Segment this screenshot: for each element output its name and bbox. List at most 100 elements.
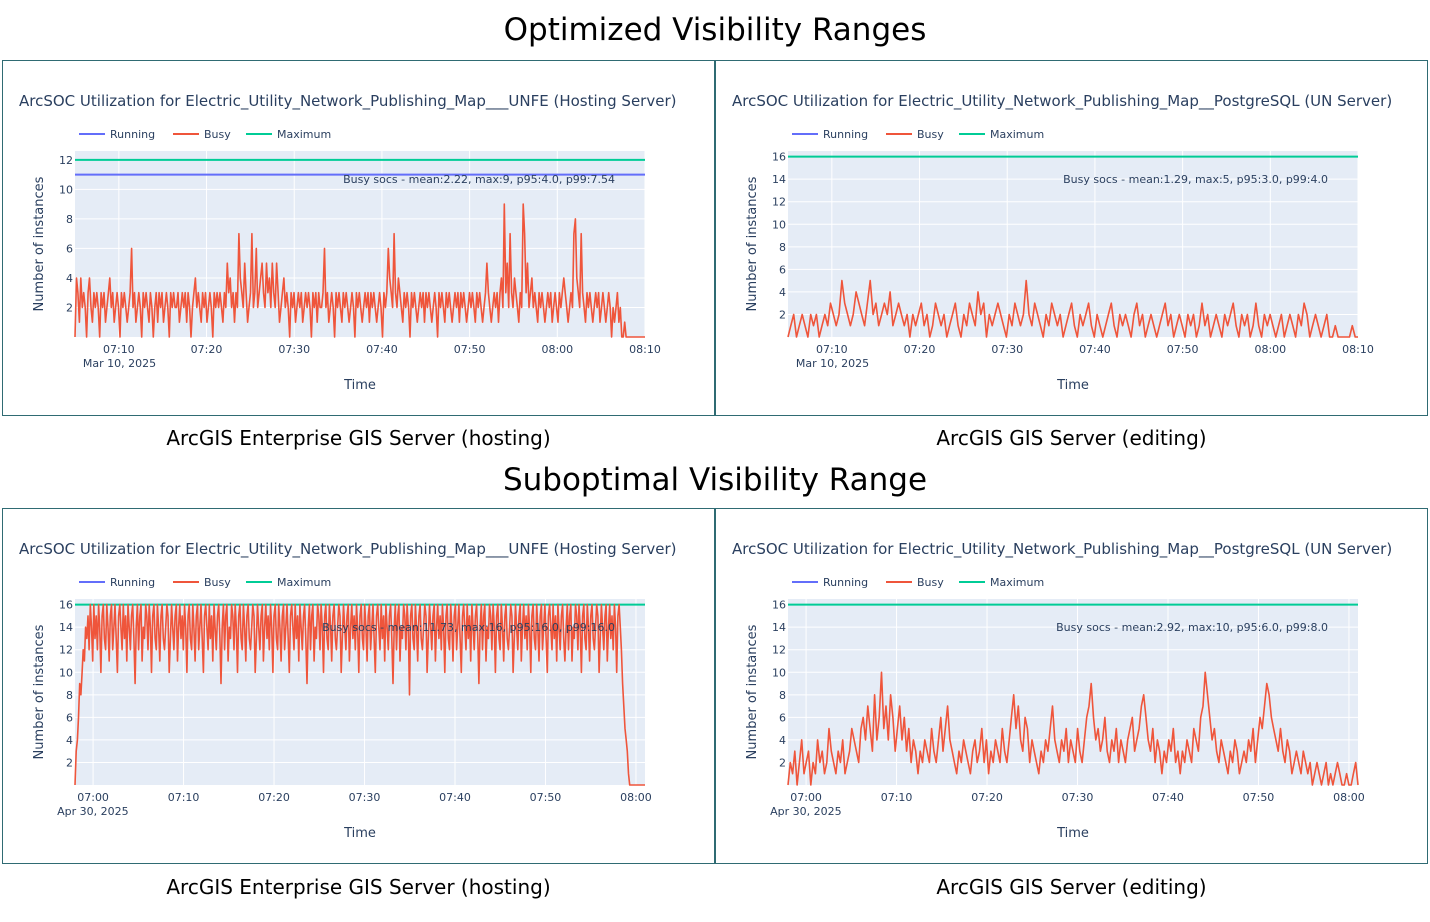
y-axis-label: Number of instances [745, 176, 760, 311]
x-tick-label: 08:00 [541, 343, 573, 356]
chart-hosting-optimized: ArcSOC Utilization for Electric_Utility_… [19, 92, 676, 393]
x-tick-label: 07:30 [991, 343, 1023, 356]
x-tick-label: 07:30 [349, 791, 381, 804]
legend-label-maximum: Maximum [277, 576, 331, 589]
x-tick-label: 07:20 [971, 791, 1003, 804]
caption-editing-suboptimal: ArcGIS GIS Server (editing) [936, 875, 1207, 899]
x-tick-label: 07:00 [77, 791, 109, 804]
stats-annotation: Busy socs - mean:2.22, max:9, p95:4.0, p… [343, 173, 615, 186]
legend-label-busy: Busy [204, 576, 231, 589]
legend-label-busy: Busy [917, 128, 944, 141]
x-tick-label: 08:00 [1333, 791, 1365, 804]
y-axis-label: Number of instances [32, 624, 47, 759]
x-tick-label: 07:40 [1079, 343, 1111, 356]
y-tick-label: 8 [66, 689, 73, 702]
y-tick-label: 6 [66, 711, 73, 724]
x-tick-label: 08:10 [629, 343, 661, 356]
chart-title: ArcSOC Utilization for Electric_Utility_… [732, 92, 1392, 111]
chart-panel-hosting-suboptimal: ArcSOC Utilization for Electric_Utility_… [2, 508, 715, 864]
legend-label-maximum: Maximum [990, 128, 1044, 141]
caption-hosting-suboptimal: ArcGIS Enterprise GIS Server (hosting) [166, 875, 551, 899]
x-tick-label: 07:10 [881, 791, 913, 804]
section-title-optimized: Optimized Visibility Ranges [503, 12, 927, 48]
y-tick-label: 12 [772, 196, 786, 209]
y-tick-label: 10 [772, 218, 786, 231]
y-tick-label: 14 [772, 173, 786, 186]
x-tick-label: 07:50 [454, 343, 486, 356]
chart-hosting-suboptimal: ArcSOC Utilization for Electric_Utility_… [19, 540, 676, 841]
x-axis-label: Time [1056, 378, 1089, 393]
x-axis-label: Time [343, 826, 376, 841]
y-tick-label: 14 [772, 621, 786, 634]
y-tick-label: 2 [66, 756, 73, 769]
y-tick-label: 2 [779, 308, 786, 321]
series-line-busy [74, 603, 645, 786]
x-date-label: Mar 10, 2025 [796, 357, 869, 370]
x-tick-label: 07:30 [278, 343, 310, 356]
stats-annotation: Busy socs - mean:11.73, max:16, p95:16.0… [322, 621, 615, 634]
chart-panel-hosting-optimized: ArcSOC Utilization for Electric_Utility_… [2, 60, 715, 416]
y-tick-label: 6 [66, 242, 73, 255]
caption-hosting-optimized: ArcGIS Enterprise GIS Server (hosting) [166, 426, 551, 450]
y-tick-label: 10 [59, 666, 73, 679]
y-tick-label: 6 [779, 711, 786, 724]
x-tick-label: 08:00 [1254, 343, 1286, 356]
chart-panel-editing-optimized: ArcSOC Utilization for Electric_Utility_… [715, 60, 1428, 416]
x-tick-label: 07:00 [790, 791, 822, 804]
y-tick-label: 12 [59, 644, 73, 657]
y-tick-label: 8 [779, 241, 786, 254]
x-tick-label: 07:20 [191, 343, 223, 356]
chart-title: ArcSOC Utilization for Electric_Utility_… [19, 540, 676, 559]
chart-title: ArcSOC Utilization for Electric_Utility_… [732, 540, 1392, 559]
y-tick-label: 2 [66, 301, 73, 314]
y-tick-label: 4 [66, 272, 73, 285]
y-tick-label: 10 [772, 666, 786, 679]
chart-editing-suboptimal: ArcSOC Utilization for Electric_Utility_… [732, 540, 1392, 841]
stats-annotation: Busy socs - mean:2.92, max:10, p95:6.0, … [1056, 621, 1328, 634]
x-tick-label: 07:40 [439, 791, 471, 804]
caption-editing-optimized: ArcGIS GIS Server (editing) [936, 426, 1207, 450]
y-tick-label: 6 [779, 263, 786, 276]
stats-annotation: Busy socs - mean:1.29, max:5, p95:3.0, p… [1063, 173, 1328, 186]
series-line-busy [787, 671, 1359, 786]
x-tick-label: 07:10 [816, 343, 848, 356]
x-tick-label: 07:40 [1152, 791, 1184, 804]
x-tick-label: 07:30 [1062, 791, 1094, 804]
x-tick-label: 07:20 [904, 343, 936, 356]
legend-label-busy: Busy [204, 128, 231, 141]
x-tick-label: 08:10 [1342, 343, 1374, 356]
x-tick-label: 07:20 [258, 791, 290, 804]
y-tick-label: 10 [59, 183, 73, 196]
y-tick-label: 8 [779, 689, 786, 702]
series-line-busy [787, 279, 1358, 338]
x-date-label: Mar 10, 2025 [83, 357, 156, 370]
x-tick-label: 07:10 [168, 791, 200, 804]
legend-label-maximum: Maximum [277, 128, 331, 141]
series-line-busy [74, 203, 645, 338]
y-tick-label: 4 [779, 286, 786, 299]
x-tick-label: 07:50 [1243, 791, 1275, 804]
chart-title: ArcSOC Utilization for Electric_Utility_… [19, 92, 676, 111]
legend-label-busy: Busy [917, 576, 944, 589]
legend-label-running: Running [823, 128, 868, 141]
legend-label-maximum: Maximum [990, 576, 1044, 589]
x-tick-label: 08:00 [620, 791, 652, 804]
chart-panel-editing-suboptimal: ArcSOC Utilization for Electric_Utility_… [715, 508, 1428, 864]
y-tick-label: 14 [59, 621, 73, 634]
y-tick-label: 16 [59, 599, 73, 612]
x-date-label: Apr 30, 2025 [770, 805, 842, 818]
legend-label-running: Running [110, 576, 155, 589]
y-axis-label: Number of instances [32, 176, 47, 311]
x-tick-label: 07:50 [530, 791, 562, 804]
x-tick-label: 07:40 [366, 343, 398, 356]
x-axis-label: Time [1056, 826, 1089, 841]
y-tick-label: 12 [59, 154, 73, 167]
y-tick-label: 4 [779, 734, 786, 747]
y-tick-label: 2 [779, 756, 786, 769]
legend-label-running: Running [823, 576, 868, 589]
section-title-suboptimal: Suboptimal Visibility Range [502, 462, 928, 498]
chart-editing-optimized: ArcSOC Utilization for Electric_Utility_… [732, 92, 1392, 393]
x-tick-label: 07:50 [1167, 343, 1199, 356]
y-tick-label: 4 [66, 734, 73, 747]
legend-label-running: Running [110, 128, 155, 141]
